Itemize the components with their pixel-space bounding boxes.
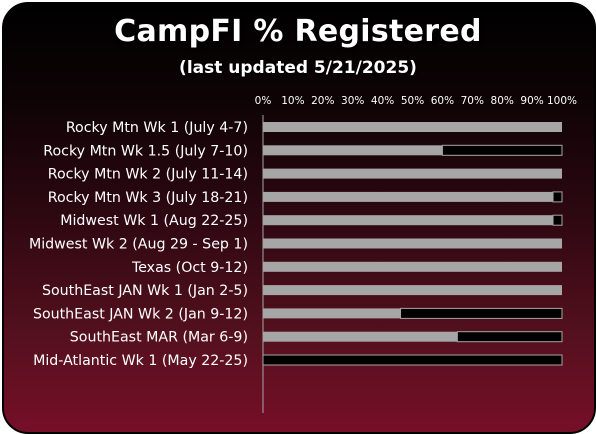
bar-registered <box>263 145 443 156</box>
bar-registered <box>263 122 562 132</box>
category-label: SouthEast JAN Wk 1 (Jan 2-5) <box>42 283 248 299</box>
bar-registered <box>263 308 401 319</box>
x-tick-label: 80% <box>491 95 514 107</box>
x-tick-label: 10% <box>281 95 304 107</box>
bar-registered <box>263 261 562 272</box>
x-tick-label: 60% <box>431 95 454 107</box>
bar-registered <box>263 238 562 249</box>
x-tick-label: 90% <box>520 95 543 107</box>
bar-registered <box>263 191 554 202</box>
bar-remaining <box>441 144 563 156</box>
bar-remaining <box>400 307 563 319</box>
category-label: Texas (Oct 9-12) <box>131 260 248 276</box>
bar-remaining <box>552 214 563 226</box>
category-labels: Rocky Mtn Wk 1 (July 4-7) Rocky Mtn Wk 1.… <box>29 120 248 369</box>
bar-registered <box>263 168 562 179</box>
x-tick-label: 20% <box>311 95 334 107</box>
category-label: Rocky Mtn Wk 2 (July 11-14) <box>48 167 248 183</box>
category-label: Rocky Mtn Wk 1 (July 4-7) <box>66 120 248 136</box>
category-label: Rocky Mtn Wk 3 (July 18-21) <box>48 190 248 206</box>
x-tick-label: 70% <box>461 95 484 107</box>
x-axis-ticks: 0% 10% 20% 30% 40% 50% 60% 70% 80% 90% 100% <box>255 95 577 107</box>
bar-remaining <box>552 191 563 203</box>
bar-remaining <box>456 331 563 343</box>
bar-registered <box>263 331 458 342</box>
bars <box>262 122 563 366</box>
category-label: SouthEast MAR (Mar 6-9) <box>70 330 248 346</box>
x-tick-label: 100% <box>547 95 577 107</box>
category-label: Mid-Atlantic Wk 1 (May 22-25) <box>33 353 248 369</box>
x-tick-label: 50% <box>401 95 424 107</box>
chart-subtitle: (last updated 5/21/2025) <box>179 58 417 78</box>
chart-title: CampFI % Registered <box>114 14 482 49</box>
x-tick-label: 40% <box>371 95 394 107</box>
bar-registered <box>263 215 554 226</box>
category-label: Midwest Wk 2 (Aug 29 - Sep 1) <box>29 237 248 253</box>
x-tick-label: 0% <box>255 95 272 107</box>
category-label: Rocky Mtn Wk 1.5 (July 7-10) <box>43 143 248 159</box>
category-label: SouthEast JAN Wk 2 (Jan 9-12) <box>33 306 248 322</box>
category-label: Midwest Wk 1 (Aug 22-25) <box>60 213 248 229</box>
bar-registered <box>263 285 562 296</box>
x-tick-label: 30% <box>341 95 364 107</box>
bar-remaining <box>262 354 563 366</box>
